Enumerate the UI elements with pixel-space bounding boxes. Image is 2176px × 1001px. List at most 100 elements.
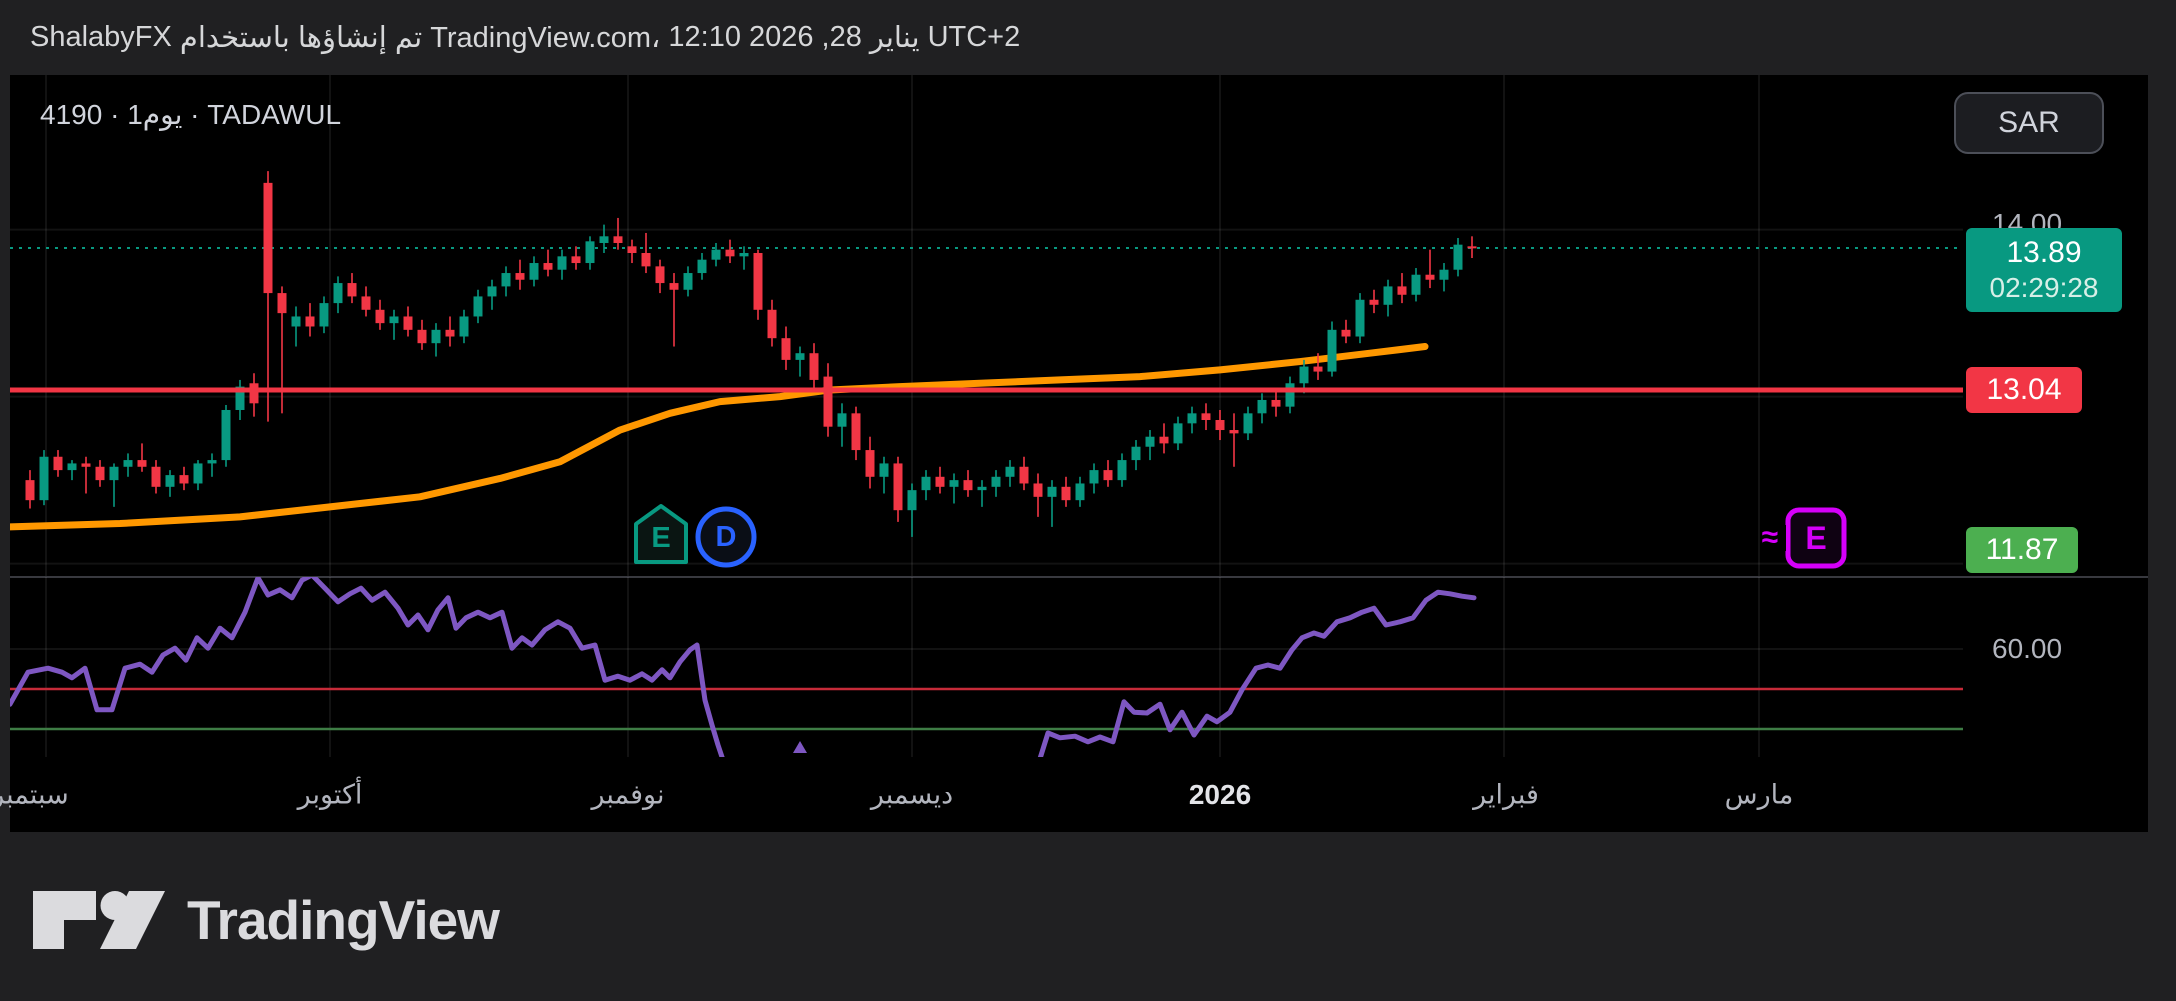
candle[interactable]	[1075, 476, 1085, 507]
candle[interactable]	[781, 326, 791, 370]
earnings-marker[interactable]: E	[633, 503, 689, 565]
candle[interactable]	[81, 456, 91, 494]
candle[interactable]	[893, 456, 903, 522]
candle[interactable]	[1285, 376, 1295, 414]
price-pane-canvas[interactable]	[10, 75, 2148, 577]
candle[interactable]	[1145, 430, 1155, 461]
candle[interactable]	[879, 456, 889, 494]
candle[interactable]	[823, 363, 833, 437]
time-axis-month-label[interactable]: مارس	[1724, 779, 1794, 809]
candle[interactable]	[1103, 460, 1113, 487]
candle[interactable]	[977, 480, 987, 507]
candle[interactable]	[389, 309, 399, 340]
indicator-line[interactable]	[1028, 589, 1477, 757]
candle[interactable]	[375, 299, 385, 330]
candle[interactable]	[249, 373, 259, 417]
candle[interactable]	[1243, 406, 1253, 441]
candle[interactable]	[1313, 353, 1323, 380]
candle[interactable]	[333, 276, 343, 314]
candle[interactable]	[1019, 456, 1029, 491]
candle[interactable]	[935, 466, 945, 494]
candle[interactable]	[207, 453, 217, 477]
time-axis-year-label[interactable]: 2026	[1188, 778, 1252, 810]
candle[interactable]	[1271, 389, 1281, 417]
candle[interactable]	[921, 470, 931, 501]
candle[interactable]	[123, 453, 133, 477]
time-axis-month-label[interactable]: نوفمبر	[591, 779, 665, 809]
candle[interactable]	[501, 266, 511, 297]
candle[interactable]	[1453, 237, 1463, 277]
candle[interactable]	[403, 306, 413, 337]
candle[interactable]	[851, 406, 861, 461]
candle[interactable]	[193, 460, 203, 491]
candle[interactable]	[347, 273, 357, 304]
candle[interactable]	[1047, 480, 1057, 527]
candle[interactable]	[1327, 321, 1337, 377]
candle[interactable]	[963, 470, 973, 497]
candle[interactable]	[1089, 463, 1099, 494]
candle[interactable]	[585, 236, 595, 270]
candle[interactable]	[1467, 236, 1477, 259]
candle[interactable]	[529, 256, 539, 287]
time-axis[interactable]: سبتمبر أكتوبر نوفمبر ديسمبر 2026 فبراير مارس	[0, 757, 2148, 832]
candle[interactable]	[1159, 423, 1169, 454]
candle[interactable]	[291, 306, 301, 347]
candle[interactable]	[1257, 393, 1267, 424]
currency-button[interactable]: SAR	[1954, 92, 2104, 154]
candle[interactable]	[1425, 249, 1435, 289]
chart-panel[interactable]: 4190 · 1يوم · TADAWUL SAR 14.00 13.89 02…	[0, 75, 2148, 832]
candle[interactable]	[753, 249, 763, 320]
candle[interactable]	[949, 473, 959, 504]
candle[interactable]	[711, 242, 721, 267]
candle[interactable]	[53, 450, 63, 477]
candle[interactable]	[599, 224, 609, 254]
symbol-header[interactable]: 4190 · 1يوم · TADAWUL	[40, 93, 341, 137]
candle[interactable]	[865, 436, 875, 489]
candle[interactable]	[1215, 409, 1225, 441]
candle[interactable]	[641, 232, 651, 274]
candle[interactable]	[179, 466, 189, 491]
candle[interactable]	[165, 470, 175, 497]
candle[interactable]	[109, 463, 119, 507]
candle[interactable]	[95, 460, 105, 487]
candle[interactable]	[151, 460, 161, 494]
candle[interactable]	[515, 259, 525, 290]
candle[interactable]	[417, 319, 427, 350]
candle[interactable]	[1187, 406, 1197, 434]
candle[interactable]	[39, 450, 49, 506]
candle[interactable]	[683, 266, 693, 297]
estimated-earnings-marker[interactable]: E ≈	[1752, 507, 1848, 569]
candle[interactable]	[319, 296, 329, 334]
candle[interactable]	[277, 286, 287, 414]
candle[interactable]	[809, 343, 819, 389]
candle[interactable]	[557, 249, 567, 280]
candle[interactable]	[655, 259, 665, 294]
candle[interactable]	[235, 379, 245, 421]
candle[interactable]	[1341, 319, 1351, 344]
candle[interactable]	[907, 483, 917, 537]
candle[interactable]	[487, 279, 497, 310]
candle[interactable]	[1201, 403, 1211, 431]
time-axis-month-label[interactable]: ديسمبر	[870, 779, 954, 809]
tradingview-logo[interactable]: TradingView	[33, 888, 500, 952]
candle[interactable]	[543, 249, 553, 277]
candle[interactable]	[627, 239, 637, 264]
candle[interactable]	[473, 289, 483, 324]
candle[interactable]	[445, 316, 455, 347]
time-axis-month-label[interactable]: سبتمبر	[0, 779, 69, 809]
candle[interactable]	[1229, 413, 1239, 467]
candle[interactable]	[697, 253, 707, 280]
candle[interactable]	[991, 470, 1001, 497]
candle[interactable]	[1439, 263, 1449, 292]
time-axis-month-label[interactable]: فبراير	[1473, 779, 1539, 809]
candle[interactable]	[67, 460, 77, 481]
candle[interactable]	[739, 246, 749, 270]
candle[interactable]	[137, 443, 147, 472]
candle[interactable]	[1117, 453, 1127, 487]
candle[interactable]	[305, 303, 315, 337]
candle[interactable]	[1061, 476, 1071, 507]
candle[interactable]	[1369, 289, 1379, 314]
candle[interactable]	[767, 299, 777, 347]
indicator-line[interactable]	[10, 577, 732, 757]
candle[interactable]	[25, 470, 35, 509]
